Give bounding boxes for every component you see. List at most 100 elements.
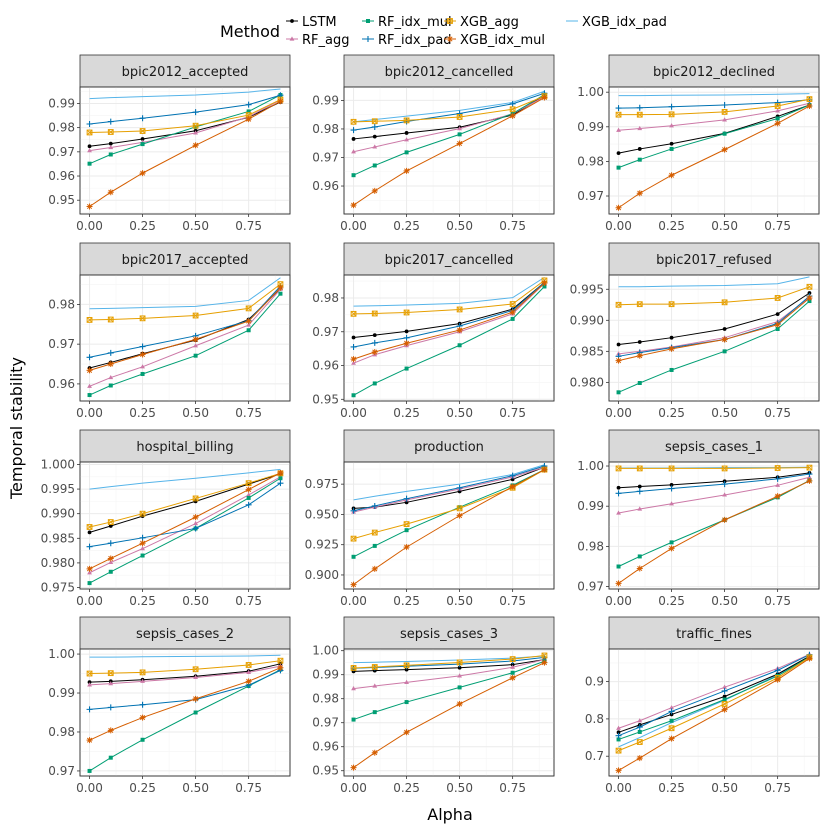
x-tick-label: 0.00 <box>76 219 103 233</box>
data-point-rf-agg <box>404 679 409 684</box>
series-xgb-idx-mul <box>615 294 813 364</box>
y-tick-label: 0.990 <box>570 313 604 327</box>
x-tick-label: 0.00 <box>340 594 367 608</box>
data-point-lstm <box>616 730 621 735</box>
x-tick-label: 0.00 <box>605 406 632 420</box>
data-point-lstm <box>637 484 642 489</box>
series-line-lstm <box>618 104 810 154</box>
x-tick-label: 0.50 <box>446 781 473 795</box>
data-point-lstm <box>775 312 780 317</box>
x-tick-label: 0.00 <box>76 594 103 608</box>
y-tick-label: 1.00 <box>577 459 604 473</box>
data-point-rf-idx-mul <box>616 165 621 170</box>
data-point-xgb-idx-mul <box>774 676 781 683</box>
data-point-xgb-idx-mul <box>245 318 252 325</box>
series-xgb-agg <box>86 281 284 323</box>
data-point-rf-idx-pad <box>107 118 114 125</box>
data-point-xgb-agg <box>403 117 410 124</box>
series-line-xgb-idx-mul <box>353 662 545 769</box>
data-point-rf-idx-pad <box>403 495 410 502</box>
legend-item-xgb-agg: XGB_agg <box>444 15 519 30</box>
data-point-rf-idx-pad <box>107 540 114 547</box>
panel-production: production 0.00 0.25 0.50 0.75 0.900 0.925 0.95… <box>305 429 555 608</box>
data-point-rf-idx-pad <box>456 110 463 117</box>
series-line-xgb-idx-mul <box>89 667 281 741</box>
data-point-xgb-idx-mul <box>139 351 146 358</box>
y-tick-label: 0.97 <box>312 716 339 730</box>
data-point-xgb-idx-mul <box>721 336 728 343</box>
data-point-xgb-idx-mul <box>774 493 781 500</box>
x-tick-label: 0.75 <box>499 406 526 420</box>
data-point-xgb-agg <box>668 465 675 472</box>
x-tick-label: 0.25 <box>129 594 156 608</box>
data-point-rf-idx-mul <box>722 697 727 702</box>
data-point-xgb-idx-mul <box>774 321 781 328</box>
data-point-rf-agg <box>637 506 643 511</box>
series-xgb-agg <box>615 96 813 118</box>
data-point-xgb-agg <box>86 129 93 136</box>
x-tick-label: 0.00 <box>605 781 632 795</box>
data-point-xgb-agg <box>774 103 781 109</box>
data-point-xgb-agg <box>192 312 199 319</box>
data-point-rf-idx-mul <box>372 710 377 715</box>
data-point-xgb-agg <box>721 299 728 306</box>
panel-strip <box>343 429 555 463</box>
x-tick-label: 0.00 <box>340 219 367 233</box>
series-rf-idx-pad <box>615 471 813 497</box>
data-point-rf-idx-pad <box>139 534 146 541</box>
data-point-xgb-idx-mul <box>245 116 252 123</box>
data-point-rf-agg <box>108 144 114 150</box>
data-point-rf-idx-mul <box>457 685 462 690</box>
data-point-rf-agg <box>246 492 252 497</box>
data-point-rf-agg <box>616 510 621 515</box>
y-tick-label: 0.97 <box>48 764 75 778</box>
data-point-rf-idx-mul <box>616 390 621 395</box>
data-point-rf-idx-pad <box>636 488 643 495</box>
data-point-rf-agg <box>87 148 92 153</box>
data-point-xgb-agg <box>139 128 146 134</box>
x-tick-label: 0.75 <box>235 219 262 233</box>
data-point-xgb-agg <box>371 310 378 317</box>
data-point-xgb-agg <box>107 129 114 135</box>
data-point-xgb-idx-mul <box>541 280 548 287</box>
data-point-lstm <box>87 680 92 685</box>
series-line-xgb-idx-mul <box>618 480 810 584</box>
data-point-xgb-idx-mul <box>245 486 252 493</box>
y-tick-label: 0.95 <box>312 764 339 778</box>
y-tick-label: 0.990 <box>41 507 75 521</box>
data-point-rf-idx-mul <box>775 116 780 121</box>
legend-label-xgb-idx-pad: XGB_idx_pad <box>582 15 667 30</box>
data-point-xgb-idx-mul <box>806 103 813 110</box>
data-point-rf-agg <box>351 360 356 365</box>
data-point-xgb-agg <box>107 670 114 677</box>
data-point-rf-agg <box>140 546 145 551</box>
data-point-xgb-idx-mul <box>403 544 410 551</box>
x-tick-label: 0.75 <box>764 594 791 608</box>
panels: bpic2012_accepted 0.00 0.25 0.50 0.75 0.95 0.9… <box>41 54 820 795</box>
data-point-xgb-idx-mul <box>668 735 675 742</box>
data-point-xgb-idx-mul <box>350 202 357 209</box>
data-point-rf-idx-pad <box>139 115 146 122</box>
series-line-xgb-idx-mul <box>89 472 281 570</box>
data-point-rf-idx-pad <box>721 687 728 694</box>
series-rf-idx-mul <box>87 291 283 398</box>
y-tick-label: 0.900 <box>305 568 339 582</box>
data-point-xgb-agg <box>350 535 357 542</box>
x-tick-label: 0.00 <box>605 219 632 233</box>
y-tick-label: 0.7 <box>585 749 604 763</box>
data-point-xgb-idx-mul <box>668 172 675 179</box>
data-point-rf-idx-mul <box>246 328 251 333</box>
panel-title: bpic2017_accepted <box>122 253 249 268</box>
data-point-lstm <box>87 530 92 535</box>
series-line-rf-agg <box>89 99 281 152</box>
data-point-xgb-idx-mul <box>456 327 463 334</box>
data-point-xgb-agg <box>615 747 622 754</box>
x-tick-label: 0.75 <box>235 781 262 795</box>
data-point-xgb-agg <box>86 317 93 323</box>
y-tick-label: 0.8 <box>585 712 604 726</box>
data-point-rf-idx-pad <box>636 104 643 111</box>
data-point-rf-idx-mul <box>87 393 92 398</box>
series-xgb-idx-pad <box>89 277 281 310</box>
data-point-xgb-idx-mul <box>403 729 410 736</box>
